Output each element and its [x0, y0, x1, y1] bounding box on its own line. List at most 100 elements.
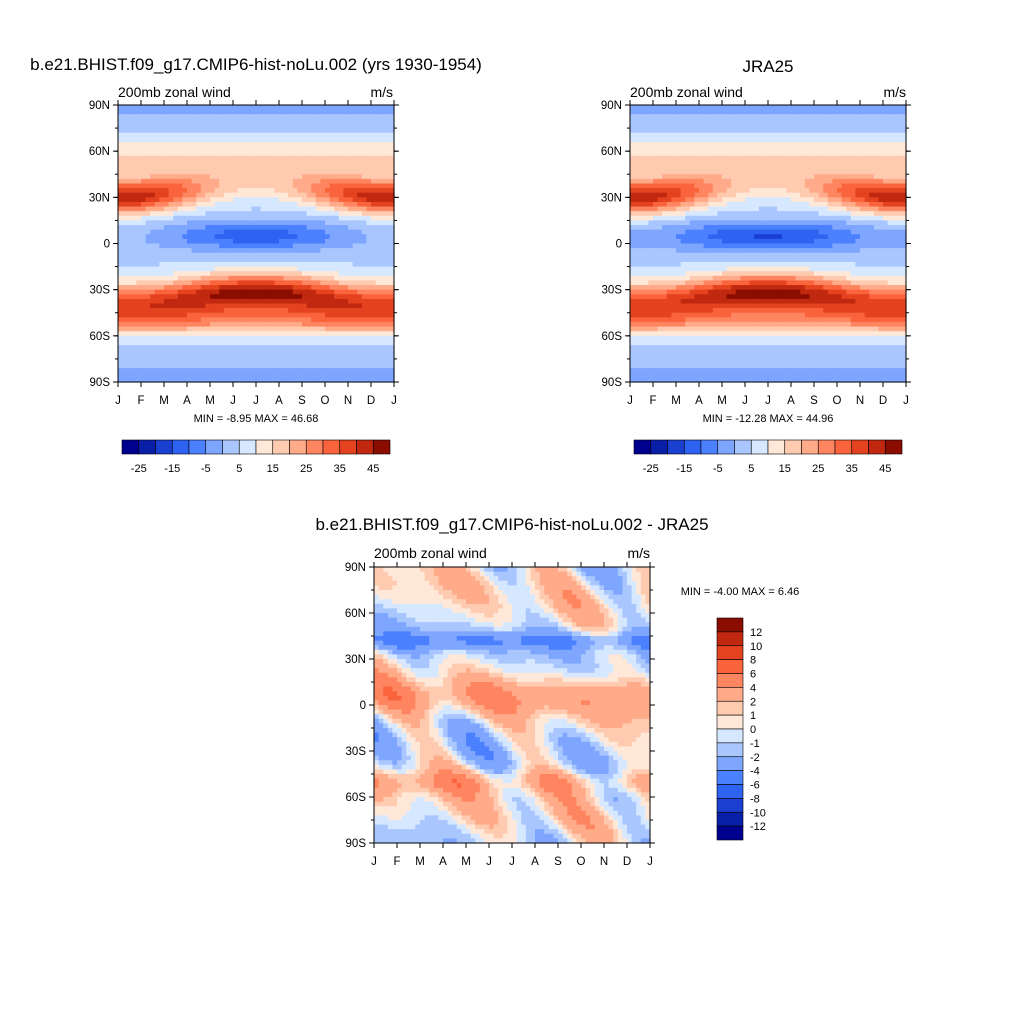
contour-cell	[223, 354, 229, 360]
contour-cell	[150, 220, 156, 226]
contour-cell	[666, 141, 672, 148]
contour-cell	[154, 229, 160, 235]
contour-cell	[269, 188, 275, 194]
contour-cell	[118, 308, 124, 314]
contour-cell	[196, 151, 202, 157]
contour-cell	[223, 225, 229, 231]
contour-cell	[274, 349, 280, 355]
contour-cell	[352, 146, 358, 152]
contour-cell	[832, 151, 838, 157]
contour-cell	[315, 211, 321, 217]
contour-cell	[205, 201, 211, 208]
contour-cell	[127, 280, 133, 286]
contour-cell	[122, 349, 128, 355]
contour-cell	[246, 303, 252, 309]
contour-cell	[329, 183, 335, 189]
contour-cell	[791, 146, 797, 152]
contour-cell	[699, 192, 705, 198]
contour-cell	[214, 225, 220, 231]
contour-cell	[150, 261, 156, 268]
contour-cell	[768, 155, 774, 161]
contour-cell	[311, 169, 317, 175]
contour-cell	[260, 137, 266, 143]
contour-cell	[283, 141, 289, 148]
contour-cell	[210, 178, 216, 185]
contour-cell	[306, 340, 312, 346]
contour-cell	[763, 151, 769, 157]
contour-cell	[274, 178, 280, 185]
contour-cell	[297, 321, 303, 328]
contour-cell	[689, 169, 695, 175]
contour-cell	[338, 225, 344, 231]
contour-cell	[292, 234, 298, 240]
contour-cell	[164, 183, 170, 189]
contour-cell	[869, 188, 875, 194]
contour-cell	[279, 243, 285, 249]
contour-cell	[338, 294, 344, 300]
contour-cell	[219, 308, 225, 314]
contour-cell	[131, 215, 137, 222]
contour-cell	[348, 165, 354, 171]
contour-cell	[306, 188, 312, 194]
contour-cell	[145, 266, 151, 272]
contour-cell	[371, 238, 377, 245]
contour-cell	[159, 321, 165, 328]
contour-cell	[630, 128, 636, 134]
contour-cell	[850, 160, 856, 166]
contour-cell	[860, 169, 866, 175]
contour-cell	[389, 220, 395, 226]
contour-cell	[200, 312, 206, 318]
contour-cell	[827, 105, 833, 111]
contour-cell	[315, 280, 321, 286]
contour-cell	[302, 128, 308, 134]
contour-cell	[896, 155, 902, 161]
contour-cell	[292, 114, 298, 120]
contour-cell	[187, 155, 193, 161]
contour-cell	[168, 331, 174, 337]
contour-cell	[375, 326, 381, 332]
contour-cell	[228, 248, 234, 254]
contour-cell	[850, 109, 856, 115]
contour-cell	[223, 146, 229, 152]
colorbar-swatch	[272, 439, 290, 455]
contour-cell	[292, 261, 298, 268]
contour-cell	[685, 114, 691, 120]
contour-cell	[269, 298, 275, 305]
contour-cell	[320, 321, 326, 328]
contour-cell	[279, 165, 285, 171]
contour-cell	[630, 123, 636, 129]
contour-cell	[389, 266, 395, 272]
contour-cell	[685, 123, 691, 129]
contour-cell	[251, 151, 257, 157]
contour-cell	[145, 294, 151, 300]
contour-cell	[150, 358, 156, 365]
contour-cell	[191, 266, 197, 272]
contour-cell	[384, 358, 390, 365]
contour-cell	[219, 280, 225, 286]
contour-cell	[352, 363, 358, 369]
contour-cell	[804, 146, 810, 152]
contour-cell	[389, 345, 395, 351]
contour-cell	[306, 308, 312, 314]
contour-cell	[329, 303, 335, 309]
contour-cell	[256, 201, 262, 208]
contour-cell	[154, 188, 160, 194]
contour-cell	[338, 280, 344, 286]
contour-cell	[722, 197, 728, 203]
contour-cell	[127, 192, 133, 198]
contour-cell	[380, 229, 386, 235]
contour-cell	[219, 377, 225, 383]
contour-cell	[177, 266, 183, 272]
contour-cell	[366, 280, 372, 286]
contour-cell	[118, 174, 124, 180]
contour-cell	[320, 238, 326, 245]
contour-cell	[297, 165, 303, 171]
contour-cell	[699, 183, 705, 189]
contour-cell	[127, 155, 133, 161]
contour-cell	[168, 123, 174, 129]
contour-cell	[131, 280, 137, 286]
contour-cell	[302, 266, 308, 272]
contour-cell	[366, 243, 372, 249]
contour-cell	[265, 354, 271, 360]
contour-cell	[795, 132, 801, 138]
